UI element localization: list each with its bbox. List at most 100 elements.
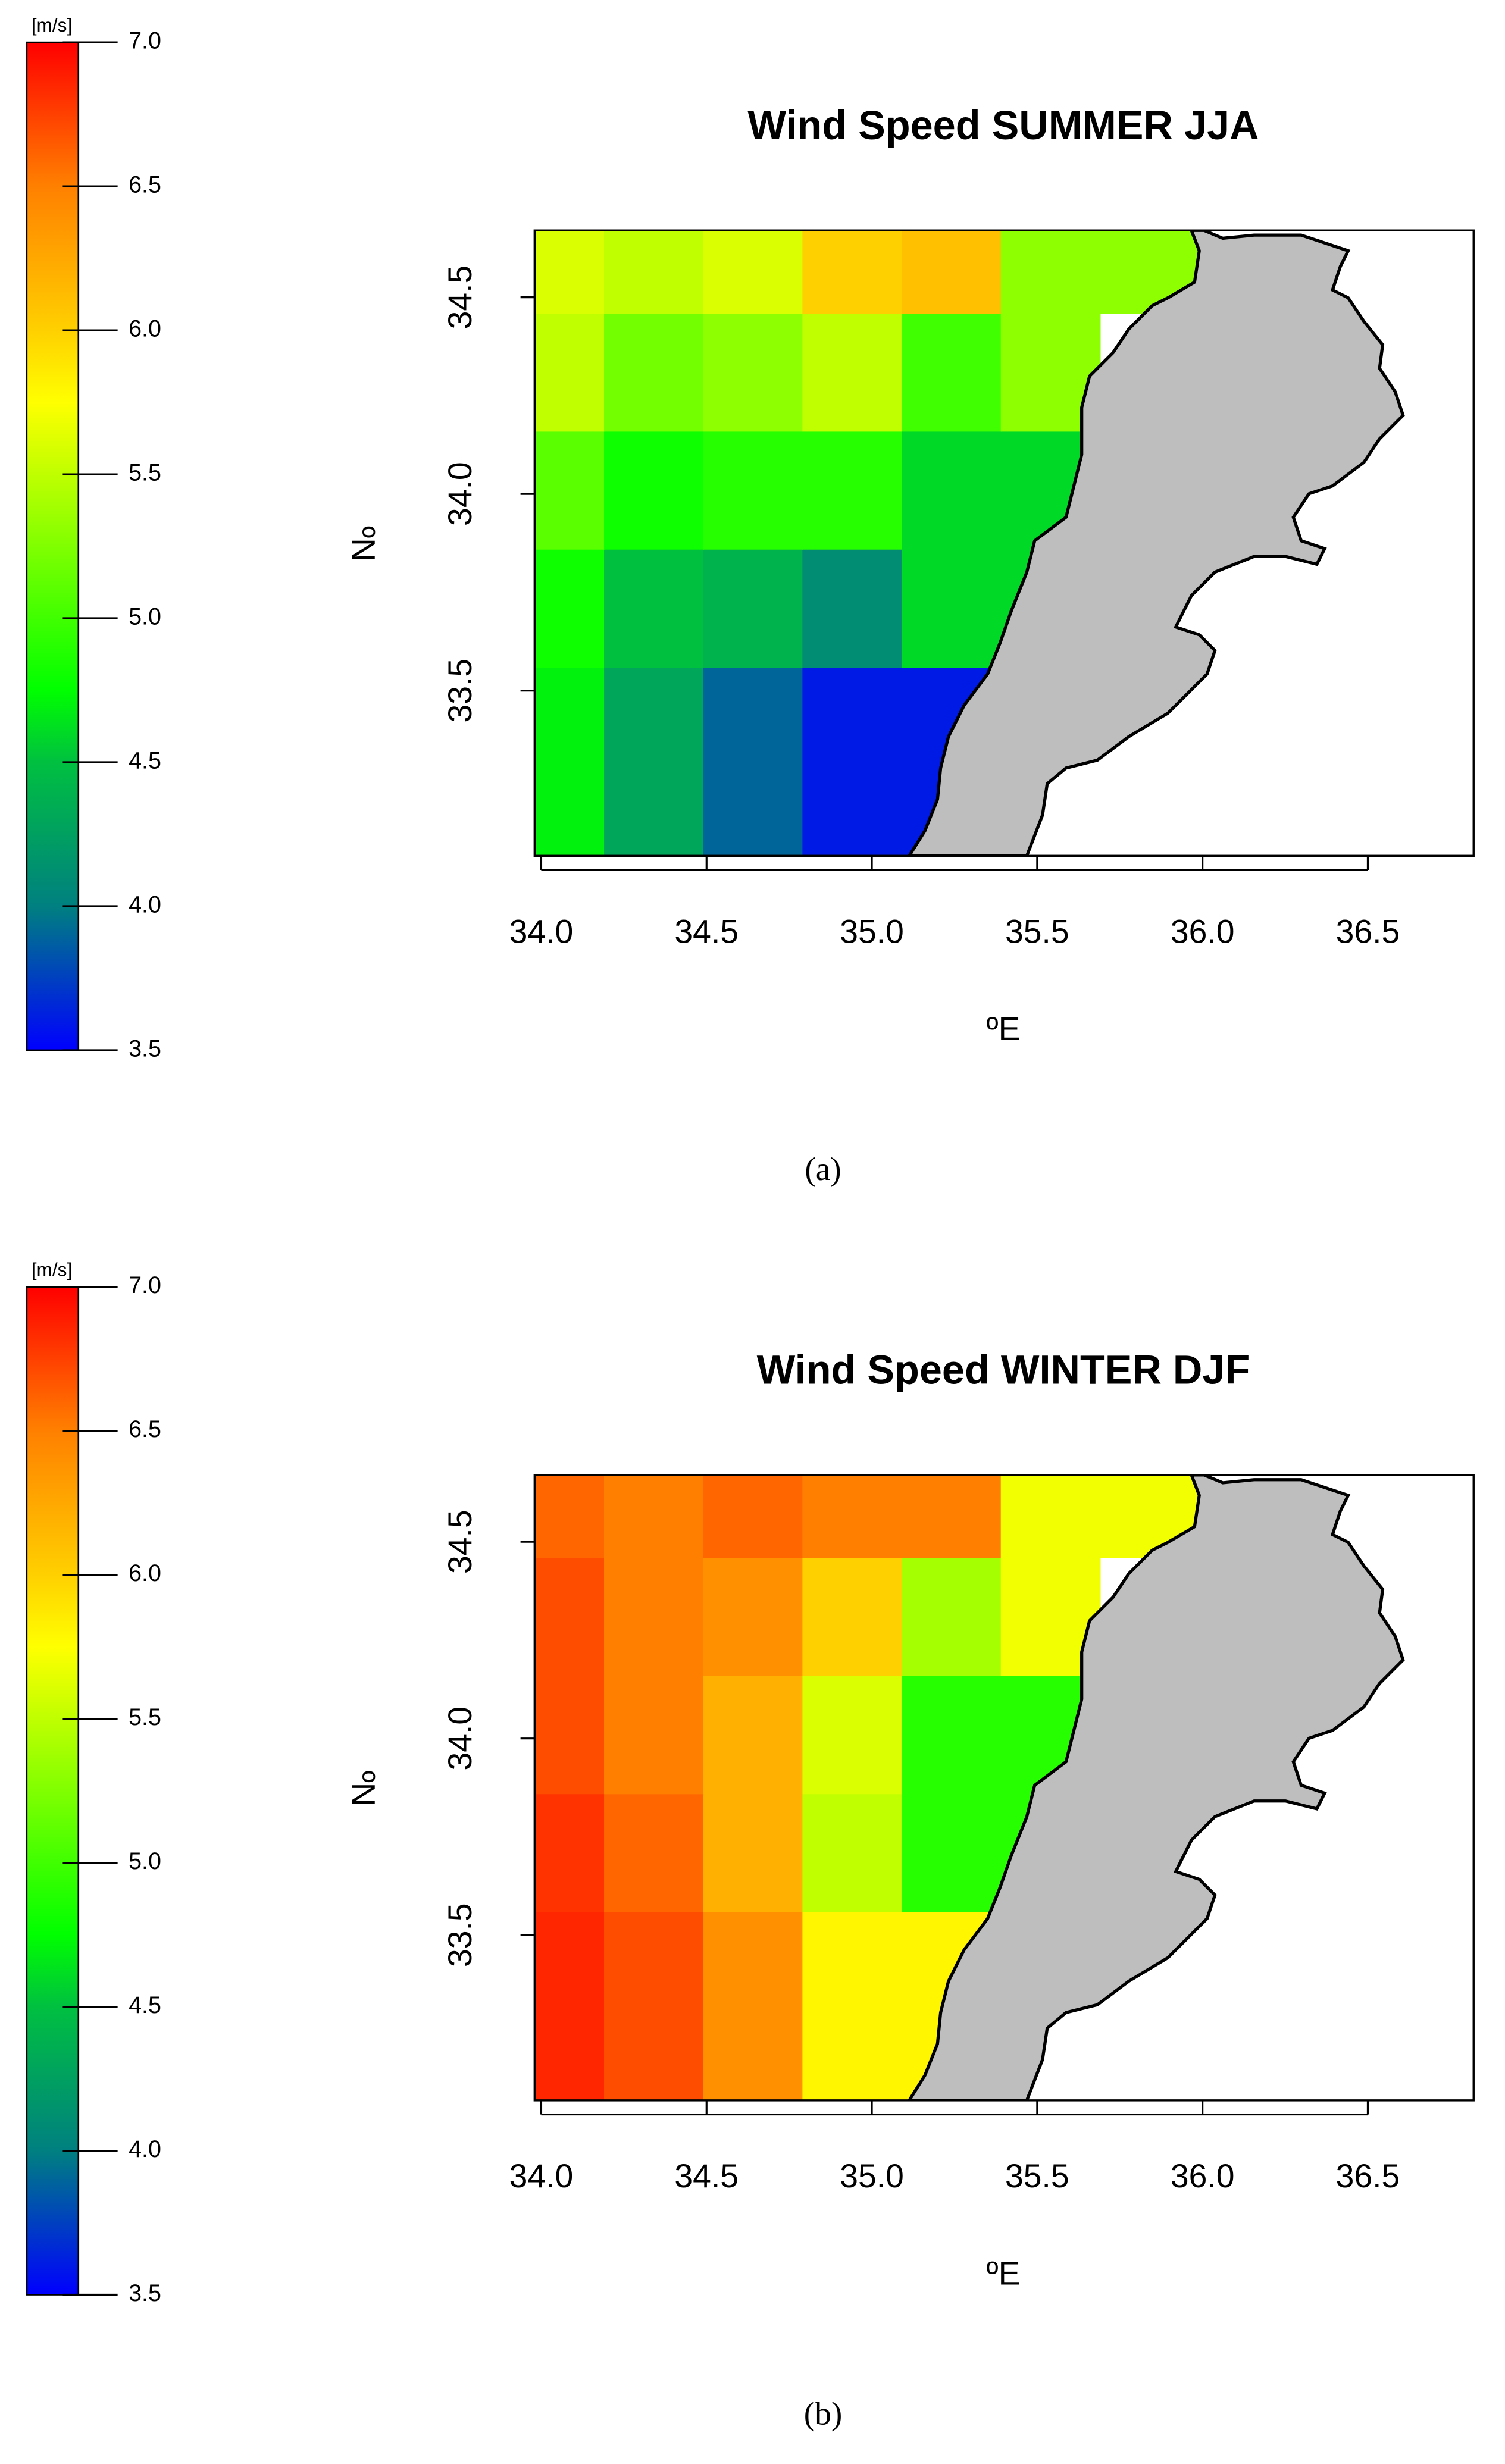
heat-cell — [902, 1474, 1002, 1558]
heat-cell — [534, 1793, 605, 1912]
heat-cell — [604, 1793, 704, 1912]
colorbar-tick-label: 5.0 — [129, 603, 161, 630]
heat-cell — [703, 1557, 803, 1676]
heat-cell — [902, 1557, 1002, 1676]
y-tick-label: 34.0 — [442, 462, 478, 526]
heat-cell — [802, 1474, 903, 1558]
y-axis-label: ºN — [345, 526, 381, 562]
colorbar — [26, 41, 80, 1051]
heat-cell — [703, 1793, 803, 1912]
colorbar-tick-label: 4.0 — [129, 891, 161, 918]
colorbar-tick-label: 5.0 — [129, 1848, 161, 1874]
y-tick-label: 34.5 — [442, 1510, 478, 1574]
heat-cell — [1000, 1474, 1101, 1558]
heat-cell — [703, 1474, 803, 1558]
colorbar-tick-label: 7.0 — [129, 28, 161, 54]
heat-cell — [902, 313, 1002, 432]
heatmap — [534, 1474, 1200, 2100]
plot-frame — [533, 1474, 1475, 2102]
heat-cell — [902, 1675, 1002, 1795]
axes: 34.0 34.5 35.0 35.5 36.0 36.5 33.5 34.0 34.5 Wind… — [26, 14, 1400, 1187]
panel: 34.0 34.5 35.0 35.5 36.0 36.5 33.5 34.0 34.5 Wind… — [26, 1259, 1475, 2432]
heat-cell — [604, 1474, 704, 1558]
colorbar-tick-label: 5.5 — [129, 1704, 161, 1730]
y-tick-label: 33.5 — [442, 1903, 478, 1967]
heat-cell — [902, 230, 1002, 314]
heat-cell — [703, 549, 803, 668]
colorbar-tick-label: 3.5 — [129, 2280, 161, 2306]
x-tick-label: 36.5 — [1336, 2158, 1400, 2194]
colorbar-tick-label: 4.5 — [129, 747, 161, 774]
heat-cell — [604, 549, 704, 668]
x-tick-label: 34.5 — [674, 2158, 739, 2194]
y-tick-label: 33.5 — [442, 659, 478, 723]
heat-cell — [604, 1675, 704, 1795]
heat-cell — [802, 230, 903, 314]
y-tick-label: 34.0 — [442, 1707, 478, 1771]
x-tick-label: 36.0 — [1171, 2158, 1235, 2194]
colorbar-tick-label: 5.5 — [129, 459, 161, 486]
heat-cell — [604, 1911, 704, 2100]
heat-cell — [703, 1911, 803, 2100]
panel: 34.0 34.5 35.0 35.5 36.0 36.5 33.5 34.0 34.5 Wind… — [26, 14, 1475, 1187]
heat-cell — [534, 666, 605, 856]
x-tick-label: 34.5 — [674, 913, 739, 950]
heat-cell — [534, 549, 605, 668]
colorbar-label: [m/s] — [32, 1259, 72, 1280]
heat-cell — [802, 313, 903, 432]
heat-cell — [703, 313, 803, 432]
heat-cell — [534, 1675, 605, 1795]
heat-cell — [703, 666, 803, 856]
heat-cell — [534, 1557, 605, 1676]
x-tick-label: 35.5 — [1005, 2158, 1069, 2194]
colorbar — [26, 1286, 80, 2296]
heat-cell — [902, 431, 1002, 550]
plot-frame — [533, 229, 1475, 857]
colorbar-tick-label: 6.0 — [129, 1560, 161, 1586]
heat-cell — [703, 230, 803, 314]
heat-cell — [902, 549, 1002, 668]
heat-cell — [802, 1557, 903, 1676]
colorbar-tick-label: 7.0 — [129, 1272, 161, 1298]
x-tick-label: 34.0 — [509, 2158, 574, 2194]
axes: 34.0 34.5 35.0 35.5 36.0 36.5 33.5 34.0 34.5 Wind… — [26, 1259, 1400, 2432]
x-tick-label: 36.5 — [1336, 913, 1400, 950]
colorbar-label: [m/s] — [32, 14, 72, 36]
chart-title: Wind Speed WINTER DJF — [757, 1347, 1250, 1393]
heat-cell — [1000, 230, 1101, 314]
heat-cell — [802, 666, 903, 856]
x-tick-label: 34.0 — [509, 913, 574, 950]
heat-cell — [802, 549, 903, 668]
x-axis-label: ºE — [986, 2255, 1020, 2292]
x-tick-label: 36.0 — [1171, 913, 1235, 950]
heat-cell — [604, 313, 704, 432]
heat-cell — [604, 1557, 704, 1676]
heat-cell — [703, 1675, 803, 1795]
heat-cell — [604, 230, 704, 314]
colorbar-tick-label: 3.5 — [129, 1035, 161, 1062]
x-tick-label: 35.0 — [840, 913, 904, 950]
caption: (a) — [805, 1151, 841, 1187]
heat-cell — [534, 431, 605, 550]
y-axis-label: ºN — [345, 1771, 381, 1806]
colorbar-tick-label: 6.5 — [129, 172, 161, 198]
x-tick-label: 35.5 — [1005, 913, 1069, 950]
chart-title: Wind Speed SUMMER JJA — [747, 102, 1259, 148]
heat-cell — [703, 431, 803, 550]
heat-cell — [534, 1474, 605, 1558]
heat-cell — [534, 1911, 605, 2100]
heat-cell — [604, 666, 704, 856]
caption: (b) — [804, 2396, 842, 2432]
heat-cell — [802, 1675, 903, 1795]
heat-cell — [604, 431, 704, 550]
x-axis-label: ºE — [986, 1010, 1020, 1047]
y-tick-label: 34.5 — [442, 265, 478, 330]
colorbar-tick-label: 6.5 — [129, 1416, 161, 1442]
heat-cell — [534, 313, 605, 432]
colorbar-tick-label: 4.5 — [129, 1992, 161, 2018]
colorbar-tick-label: 6.0 — [129, 316, 161, 342]
heat-cell — [902, 1793, 1002, 1912]
colorbar-tick-label: 4.0 — [129, 2136, 161, 2162]
